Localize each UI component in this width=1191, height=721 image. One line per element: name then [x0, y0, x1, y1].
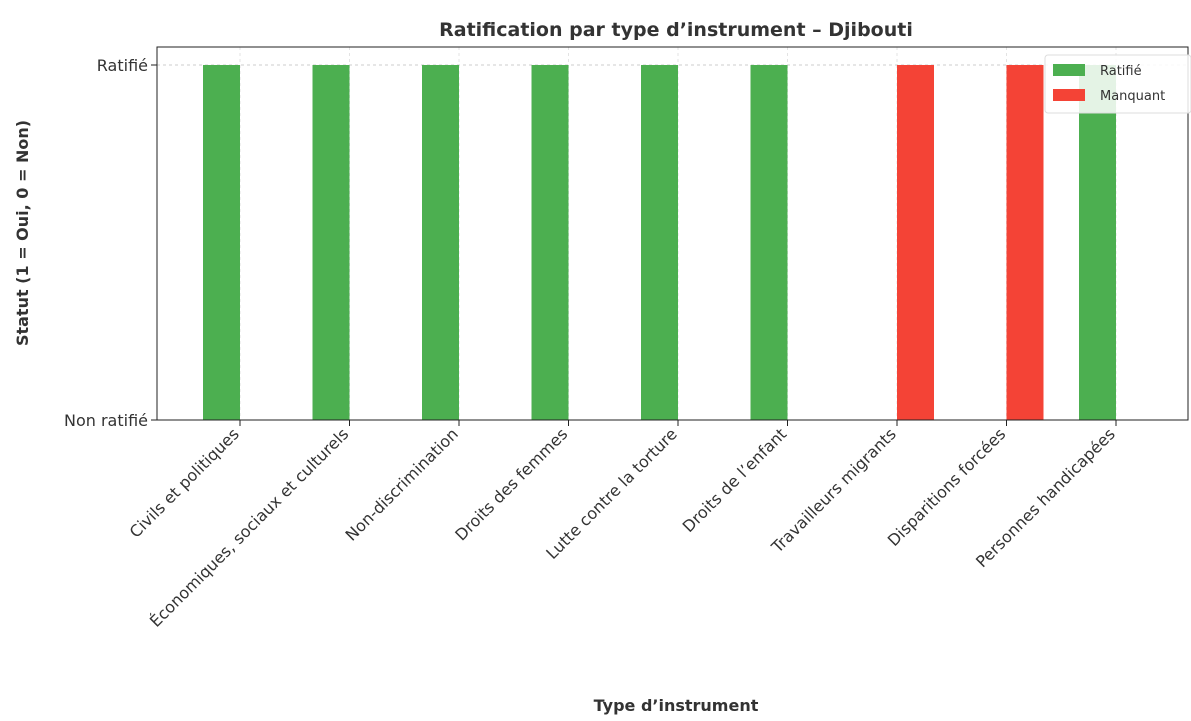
- x-axis-label: Type d’instrument: [594, 696, 759, 715]
- legend: Ratifié Manquant: [1044, 54, 1191, 114]
- y-axis-ticks: Non ratifié Ratifié: [64, 56, 157, 430]
- bar-ratifie-economiques-sociaux-et-culturels: [312, 65, 350, 420]
- chart-title: Ratification par type d’instrument – Dji…: [439, 19, 913, 41]
- bar-manquant-travailleurs-migrants: [897, 65, 934, 420]
- y-tick-label: Non ratifié: [64, 411, 148, 430]
- x-tick-label-disparitions-forcees: Disparitions forcées: [884, 424, 1010, 550]
- x-tick-label-droits-de-l-enfant: Droits de l’enfant: [679, 424, 791, 536]
- legend-label-ratifie: Ratifié: [1100, 64, 1142, 79]
- legend-swatch-manquant: [1053, 89, 1085, 101]
- x-tick-label-travailleurs-migrants: Travailleurs migrants: [767, 424, 900, 557]
- x-tick-label-non-discrimination: Non-discrimination: [342, 424, 462, 544]
- bar-ratifie-lutte-contre-la-torture: [641, 65, 678, 420]
- bar-ratifie-personnes-handicapees: [1079, 65, 1116, 420]
- x-tick-label-economiques-sociaux-et-culturels: Économiques, sociaux et culturels: [146, 424, 352, 630]
- y-tick-label: Ratifié: [97, 56, 148, 75]
- plot-frame: [156, 46, 1189, 421]
- legend-swatch-ratifie: [1053, 64, 1085, 76]
- bars-layer: [203, 65, 1116, 420]
- bar-ratifie-droits-de-l-enfant: [750, 65, 788, 420]
- bar-manquant-disparitions-forcees: [1006, 65, 1044, 420]
- legend-label-manquant: Manquant: [1100, 89, 1165, 104]
- x-tick-label-droits-des-femmes: Droits des femmes: [451, 424, 571, 544]
- bar-ratifie-civils-et-politiques: [203, 65, 240, 420]
- bar-ratifie-droits-des-femmes: [531, 65, 569, 420]
- x-tick-label-civils-et-politiques: Civils et politiques: [126, 424, 243, 541]
- bar-ratifie-non-discrimination: [422, 65, 459, 420]
- y-axis-label: Statut (1 = Oui, 0 = Non): [13, 120, 32, 346]
